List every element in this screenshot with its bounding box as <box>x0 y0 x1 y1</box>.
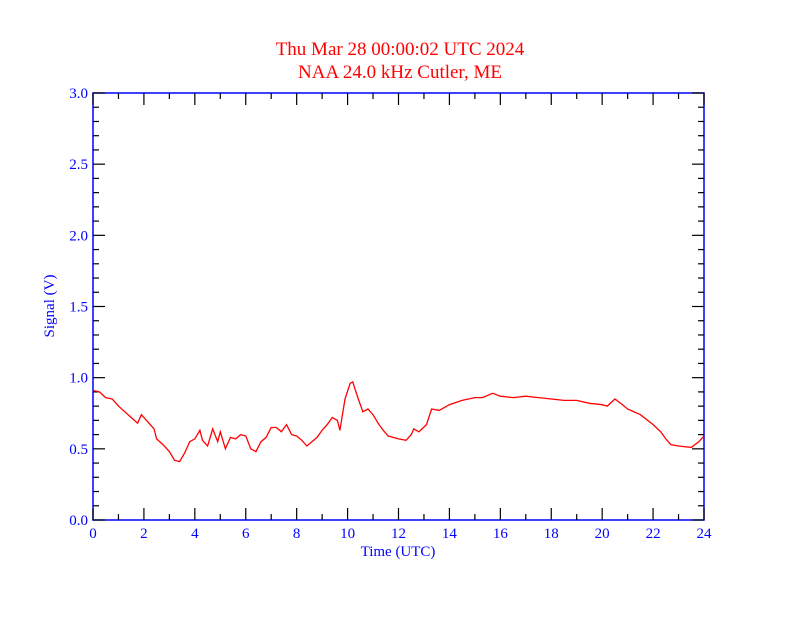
y-axis-label: Signal (V) <box>42 275 58 338</box>
x-tick-label: 18 <box>544 526 559 542</box>
y-tick-label: 1.0 <box>69 371 88 387</box>
x-tick-label: 12 <box>391 526 406 542</box>
x-tick-label: 22 <box>646 526 661 542</box>
y-tick-labels: 0.0 0.5 1.0 1.5 2.0 2.5 3.0 <box>69 86 88 529</box>
x-tick-label: 14 <box>442 526 458 542</box>
signal-series-line <box>92 380 705 463</box>
y-tick-label: 3.0 <box>69 86 88 102</box>
y-tick-label: 2.0 <box>69 228 88 244</box>
plot-frame <box>92 92 705 521</box>
y-tick-label: 1.5 <box>69 300 88 316</box>
x-axis-label: Time (UTC) <box>361 544 436 560</box>
x-tick-label: 20 <box>595 526 610 542</box>
axis-ticks <box>92 92 705 521</box>
x-tick-label: 0 <box>89 526 97 542</box>
y-tick-label: 0.0 <box>69 513 88 529</box>
x-tick-label: 24 <box>697 526 713 542</box>
chart-subtitle: NAA 24.0 kHz Cutler, ME <box>298 62 502 83</box>
x-tick-label: 4 <box>191 526 199 542</box>
x-tick-label: 16 <box>493 526 509 542</box>
y-tick-label: 2.5 <box>69 157 88 173</box>
x-tick-label: 10 <box>340 526 355 542</box>
x-tick-labels: 0 2 4 6 8 10 12 14 16 18 20 22 24 <box>89 526 712 542</box>
x-tick-label: 8 <box>293 526 301 542</box>
chart-title: Thu Mar 28 00:00:02 UTC 2024 <box>276 39 525 60</box>
x-tick-label: 2 <box>140 526 148 542</box>
x-tick-label: 6 <box>242 526 250 542</box>
y-tick-label: 0.5 <box>69 442 88 458</box>
